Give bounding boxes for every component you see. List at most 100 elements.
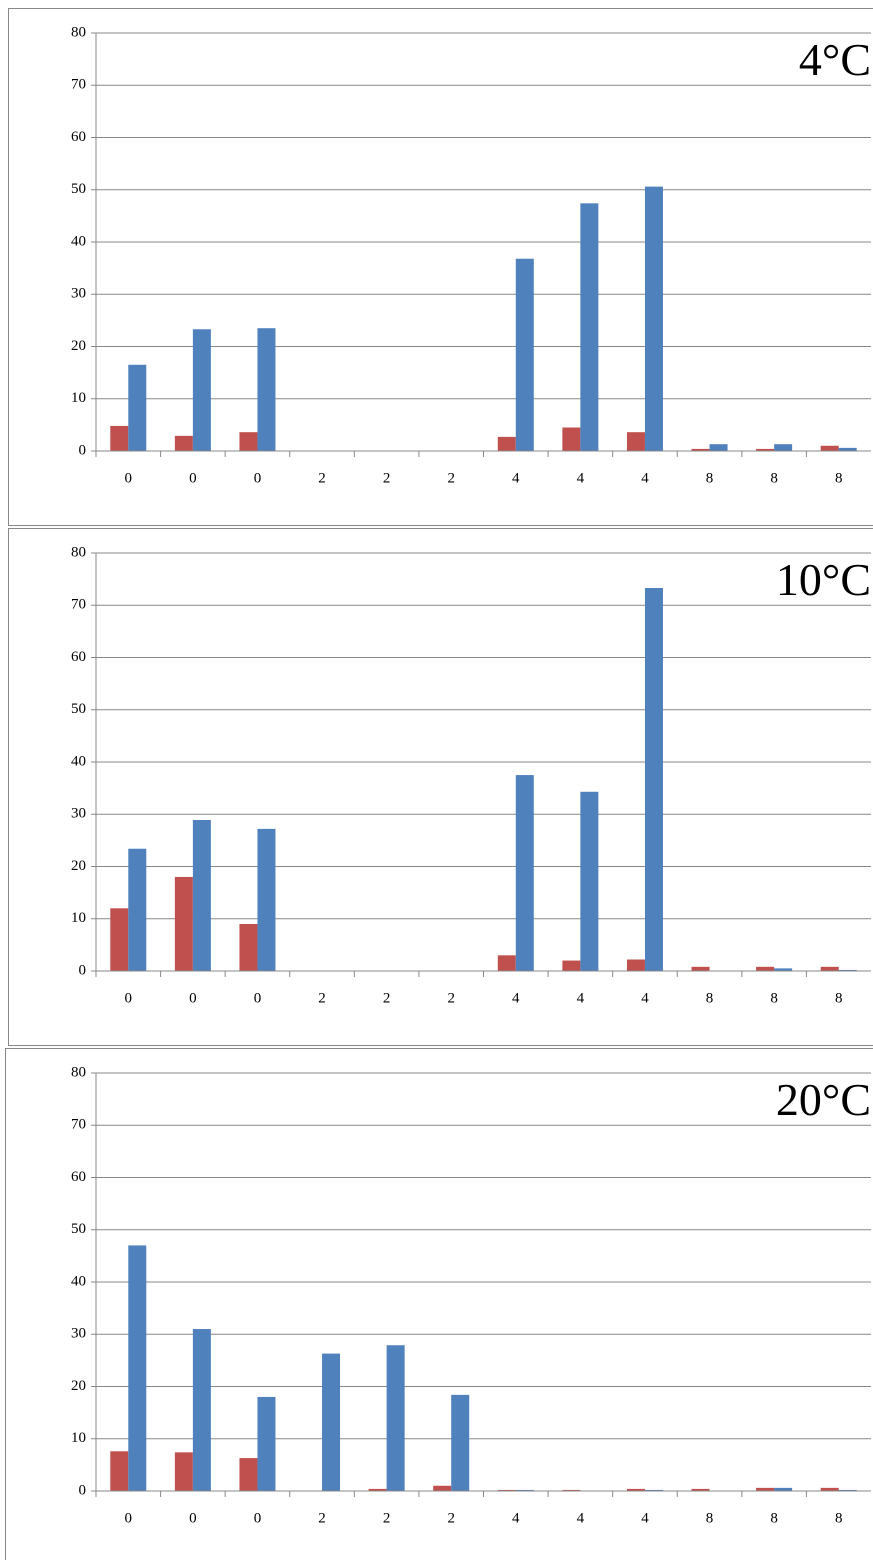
x-tick-label: 0 [254, 470, 262, 486]
y-tick-label: 60 [71, 129, 86, 145]
y-tick-label: 50 [71, 1221, 86, 1237]
annotation: 20°C [776, 1074, 871, 1125]
x-tick-label: 8 [706, 1510, 714, 1526]
y-tick-label: 30 [71, 806, 86, 822]
bar [562, 427, 581, 451]
y-tick-label: 20 [71, 1378, 86, 1394]
bar [838, 447, 857, 451]
x-tick-label: 8 [835, 1510, 843, 1526]
x-tick-label: 8 [770, 1510, 778, 1526]
bar [174, 876, 193, 971]
bar [322, 1353, 341, 1491]
bar [626, 1488, 645, 1491]
x-tick-label: 0 [125, 990, 133, 1006]
y-tick-label: 40 [71, 233, 86, 249]
x-tick-label: 8 [706, 990, 714, 1006]
bar [239, 1458, 258, 1491]
x-tick-label: 8 [770, 470, 778, 486]
x-tick-label: 4 [577, 1510, 585, 1526]
bar [497, 1489, 516, 1491]
x-tick-label: 0 [254, 1510, 262, 1526]
x-tick-label: 8 [770, 990, 778, 1006]
y-tick-label: 60 [71, 649, 86, 665]
bar [368, 1488, 387, 1491]
x-tick-label: 4 [641, 1510, 649, 1526]
bar [838, 1489, 857, 1491]
x-tick-label: 4 [577, 470, 585, 486]
y-tick-label: 10 [71, 1430, 86, 1446]
x-tick-label: 2 [383, 990, 391, 1006]
bar [562, 960, 581, 971]
bar [433, 1485, 452, 1491]
bar [174, 435, 193, 451]
bar [515, 775, 534, 971]
bar [820, 1487, 839, 1491]
bar [644, 588, 663, 971]
x-tick-label: 0 [125, 470, 133, 486]
panel-frame [8, 528, 873, 1046]
y-tick-label: 60 [71, 1169, 86, 1185]
bar [192, 1329, 211, 1491]
x-tick-label: 2 [318, 990, 326, 1006]
bar [192, 819, 211, 971]
bar [756, 448, 775, 451]
bar [774, 968, 793, 971]
x-tick-label: 4 [641, 990, 649, 1006]
bar [691, 966, 710, 971]
bar [257, 328, 276, 451]
bar [580, 203, 599, 451]
x-tick-label: 0 [189, 470, 197, 486]
bar [257, 1396, 276, 1491]
bar [626, 432, 645, 451]
bar [562, 1489, 581, 1491]
y-tick-label: 0 [79, 1482, 87, 1498]
y-tick-label: 70 [71, 597, 86, 613]
y-tick-label: 50 [71, 181, 86, 197]
x-tick-label: 2 [318, 1510, 326, 1526]
x-tick-label: 2 [447, 990, 455, 1006]
bar [192, 329, 211, 451]
bar [110, 1451, 129, 1491]
panel-frame [8, 8, 873, 526]
x-tick-label: 0 [189, 990, 197, 1006]
bar [257, 828, 276, 971]
bar [110, 908, 129, 971]
x-tick-label: 2 [447, 1510, 455, 1526]
x-tick-label: 8 [706, 470, 714, 486]
bar [497, 436, 516, 451]
bar [174, 1452, 193, 1491]
y-tick-label: 0 [79, 442, 87, 458]
bar [128, 848, 147, 971]
bar [820, 966, 839, 971]
x-tick-label: 2 [447, 470, 455, 486]
bar [128, 364, 147, 451]
bar [515, 258, 534, 451]
x-tick-label: 0 [254, 990, 262, 1006]
bar [691, 448, 710, 451]
bar [691, 1488, 710, 1491]
x-tick-label: 0 [125, 1510, 133, 1526]
y-tick-label: 80 [71, 1064, 86, 1080]
y-tick-label: 80 [71, 544, 86, 560]
y-tick-label: 40 [71, 753, 86, 769]
annotation: 10°C [776, 554, 871, 605]
y-tick-label: 0 [79, 962, 87, 978]
y-tick-label: 30 [71, 286, 86, 302]
bar [774, 1487, 793, 1491]
y-tick-label: 50 [71, 701, 86, 717]
bar [774, 444, 793, 451]
y-tick-label: 20 [71, 858, 86, 874]
bar [451, 1394, 470, 1491]
bar [644, 186, 663, 452]
x-tick-label: 0 [189, 1510, 197, 1526]
x-tick-label: 8 [835, 470, 843, 486]
bar [756, 1487, 775, 1491]
x-tick-label: 2 [383, 1510, 391, 1526]
annotation: 4°C [799, 34, 871, 85]
y-tick-label: 10 [71, 910, 86, 926]
x-tick-label: 8 [835, 990, 843, 1006]
bar [239, 432, 258, 451]
x-tick-label: 2 [383, 470, 391, 486]
